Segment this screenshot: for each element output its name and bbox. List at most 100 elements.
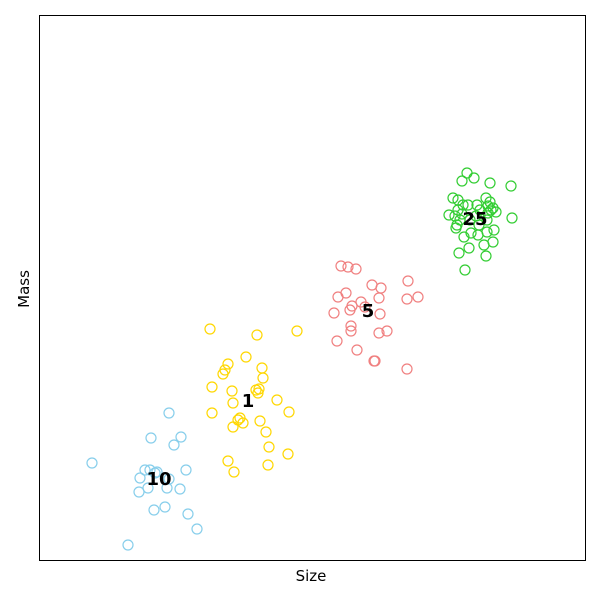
cluster-label-5: 5 — [362, 301, 375, 322]
data-point-cluster-5 — [373, 327, 385, 339]
data-point-cluster-1 — [237, 417, 249, 429]
data-point-cluster-1 — [240, 351, 252, 363]
data-point-cluster-10 — [86, 457, 98, 469]
data-point-cluster-25 — [506, 212, 518, 224]
data-point-cluster-10 — [175, 431, 187, 443]
data-point-cluster-1 — [226, 385, 238, 397]
data-point-cluster-1 — [254, 415, 266, 427]
data-point-cluster-5 — [345, 325, 357, 337]
cluster-label-10: 10 — [146, 469, 171, 490]
data-point-cluster-1 — [283, 406, 295, 418]
data-point-cluster-5 — [369, 355, 381, 367]
data-point-cluster-25 — [461, 167, 473, 179]
data-point-cluster-25 — [462, 199, 474, 211]
data-point-cluster-5 — [373, 292, 385, 304]
data-point-cluster-10 — [139, 464, 151, 476]
data-point-cluster-25 — [481, 226, 493, 238]
data-point-cluster-1 — [282, 448, 294, 460]
data-point-cluster-10 — [133, 486, 145, 498]
data-point-cluster-5 — [331, 335, 343, 347]
data-point-cluster-1 — [228, 466, 240, 478]
data-point-cluster-25 — [485, 204, 497, 216]
data-point-cluster-25 — [505, 180, 517, 192]
data-point-cluster-5 — [359, 301, 371, 313]
data-points-group — [86, 167, 518, 551]
data-point-cluster-25 — [463, 242, 475, 254]
data-point-cluster-25 — [465, 227, 477, 239]
data-point-cluster-10 — [180, 464, 192, 476]
data-point-cluster-25 — [456, 208, 468, 220]
data-point-cluster-25 — [484, 196, 496, 208]
plot-area-frame — [39, 15, 586, 561]
data-point-cluster-1 — [204, 323, 216, 335]
data-point-cluster-10 — [168, 439, 180, 451]
cluster-label-25: 25 — [462, 209, 487, 230]
data-point-cluster-10 — [159, 501, 171, 513]
data-point-cluster-10 — [163, 407, 175, 419]
data-point-cluster-10 — [174, 483, 186, 495]
data-point-cluster-1 — [227, 397, 239, 409]
data-point-cluster-5 — [350, 263, 362, 275]
data-point-cluster-10 — [148, 504, 160, 516]
data-point-cluster-1 — [257, 372, 269, 384]
data-point-cluster-5 — [401, 293, 413, 305]
data-point-cluster-5 — [412, 291, 424, 303]
data-point-cluster-1 — [253, 383, 265, 395]
data-point-cluster-1 — [262, 459, 274, 471]
data-point-cluster-10 — [191, 523, 203, 535]
data-point-cluster-25 — [488, 224, 500, 236]
data-point-cluster-1 — [251, 329, 263, 341]
x-axis-label: Size — [296, 567, 327, 585]
data-point-cluster-10 — [145, 432, 157, 444]
data-point-cluster-25 — [456, 175, 468, 187]
data-point-cluster-5 — [401, 363, 413, 375]
data-point-cluster-25 — [473, 219, 485, 231]
data-point-cluster-25 — [468, 172, 480, 184]
data-point-cluster-5 — [345, 320, 357, 332]
data-point-cluster-25 — [464, 214, 476, 226]
data-point-cluster-1 — [219, 364, 231, 376]
data-point-cluster-10 — [151, 466, 163, 478]
data-point-cluster-25 — [443, 209, 455, 221]
data-point-cluster-5 — [381, 325, 393, 337]
data-point-cluster-25 — [480, 250, 492, 262]
data-point-cluster-1 — [206, 381, 218, 393]
data-point-cluster-1 — [256, 362, 268, 374]
data-point-cluster-1 — [291, 325, 303, 337]
data-point-cluster-1 — [222, 358, 234, 370]
cluster-labels-group: 10 1 5 25 — [146, 209, 487, 490]
data-point-cluster-25 — [481, 214, 493, 226]
data-point-cluster-25 — [453, 247, 465, 259]
data-point-cluster-1 — [222, 455, 234, 467]
data-point-cluster-25 — [487, 236, 499, 248]
data-point-cluster-25 — [480, 192, 492, 204]
data-point-cluster-1 — [271, 394, 283, 406]
data-point-cluster-1 — [260, 426, 272, 438]
data-point-cluster-1 — [227, 421, 239, 433]
data-point-cluster-10 — [163, 473, 175, 485]
data-point-cluster-25 — [447, 192, 459, 204]
data-point-cluster-10 — [142, 482, 154, 494]
data-point-cluster-25 — [457, 199, 469, 211]
data-point-cluster-5 — [342, 261, 354, 273]
data-point-cluster-1 — [252, 387, 264, 399]
data-point-cluster-5 — [340, 287, 352, 299]
data-point-cluster-10 — [182, 508, 194, 520]
y-axis-label: Mass — [15, 270, 33, 308]
data-point-cluster-10 — [134, 472, 146, 484]
data-point-cluster-5 — [346, 300, 358, 312]
data-point-cluster-25 — [484, 177, 496, 189]
data-point-cluster-1 — [263, 441, 275, 453]
data-point-cluster-25 — [490, 206, 502, 218]
cluster-label-1: 1 — [242, 391, 255, 412]
data-point-cluster-5 — [375, 282, 387, 294]
data-point-cluster-5 — [374, 308, 386, 320]
data-point-cluster-25 — [459, 264, 471, 276]
data-point-cluster-10 — [122, 539, 134, 551]
data-point-cluster-5 — [328, 307, 340, 319]
data-point-cluster-1 — [206, 407, 218, 419]
data-point-cluster-5 — [351, 344, 363, 356]
data-point-cluster-5 — [335, 260, 347, 272]
data-point-cluster-5 — [402, 275, 414, 287]
